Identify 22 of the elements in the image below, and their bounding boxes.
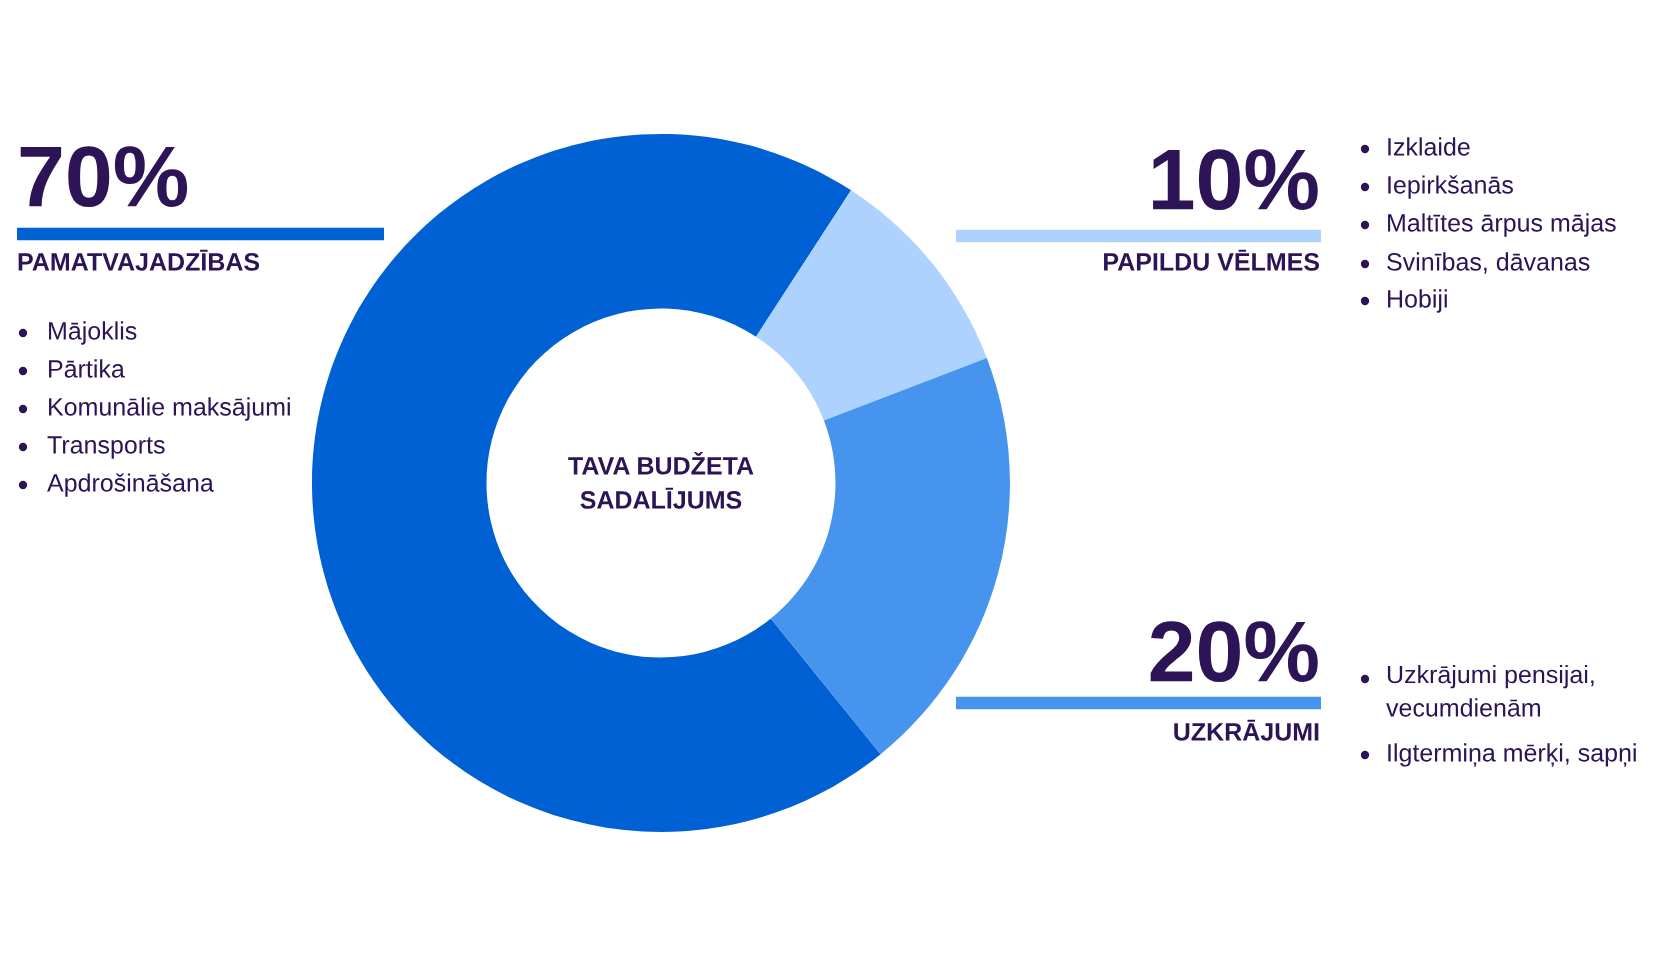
text: Komunālie maksājumi: [49, 397, 290, 421]
data-label: 10%: [1153, 149, 1318, 211]
text: Mājoklis: [49, 321, 137, 345]
slice-label: PAPILDU VĒLMES: [1104, 249, 1320, 271]
text: Iepirkšanās: [1388, 175, 1513, 199]
donut-slice: [770, 357, 1010, 755]
slice-label: UZKRĀJUMI: [1174, 719, 1319, 741]
donut-slice: [756, 190, 987, 421]
donut-slice: [312, 134, 881, 832]
text: Maltītes ārpus mājas: [1388, 213, 1616, 237]
text: TAVA BUDŽETA SADALĪJUMS: [568, 451, 754, 509]
text: Uzkrājumi pensijai, vecumdienām: [1386, 665, 1594, 717]
data-label: 20%: [1150, 621, 1318, 683]
text: Hobiji: [1388, 289, 1447, 313]
data-label: 70%: [20, 146, 188, 208]
text: Svinības, dāvanas: [1387, 252, 1590, 274]
text: Apdrošināšana: [47, 473, 214, 497]
text: Izklaide: [1388, 137, 1470, 156]
text: Ilgtermiņa mērķi, sapņi: [1388, 743, 1636, 767]
text: Pārtika: [49, 359, 125, 378]
text: Transports: [47, 436, 165, 459]
slice-label: PAMATVAJADZĪBAS: [18, 249, 260, 271]
